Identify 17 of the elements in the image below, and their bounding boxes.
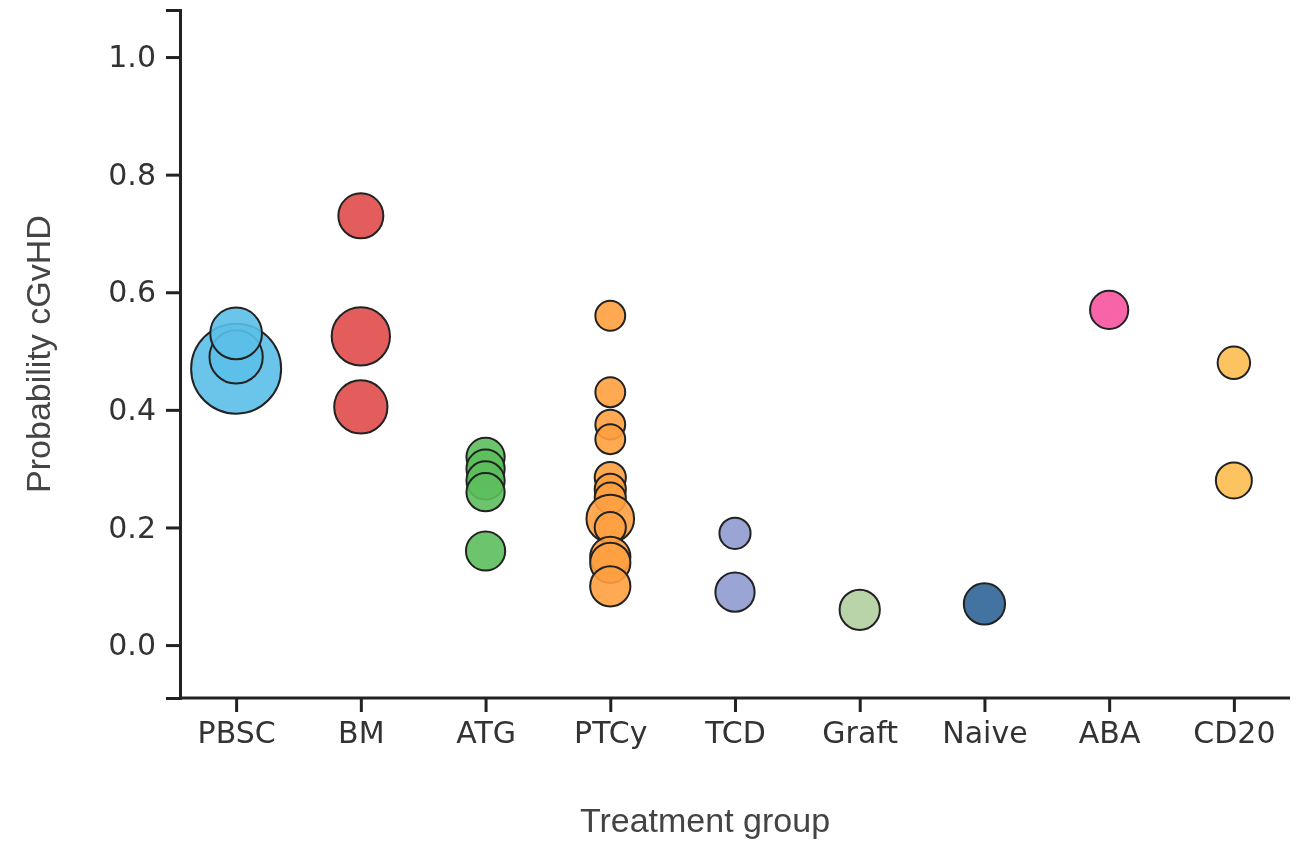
x-tick-label: ABA bbox=[1078, 715, 1141, 751]
y-tick-label: 0.0 bbox=[108, 627, 156, 663]
x-tick-label: Naive bbox=[942, 715, 1028, 751]
x-axis-title: Treatment group bbox=[579, 801, 831, 839]
y-tick-label: 0.6 bbox=[108, 274, 156, 310]
y-tick-label: 0.8 bbox=[108, 156, 156, 192]
y-tick-label: 0.4 bbox=[108, 391, 156, 427]
x-tick-label: TCD bbox=[704, 715, 766, 751]
x-tick-label: CD20 bbox=[1193, 715, 1276, 751]
x-tick-label: Graft bbox=[822, 715, 899, 751]
x-tick-label: BM bbox=[338, 715, 385, 751]
y-tick-label: 1.0 bbox=[108, 39, 156, 75]
x-tick-label: ATG bbox=[456, 715, 516, 751]
y-axis-title: Probability cGvHD bbox=[19, 215, 57, 493]
x-tick-label: PTCy bbox=[574, 715, 648, 751]
y-tick-label: 0.2 bbox=[108, 509, 156, 545]
x-tick-label: PBSC bbox=[197, 715, 276, 751]
